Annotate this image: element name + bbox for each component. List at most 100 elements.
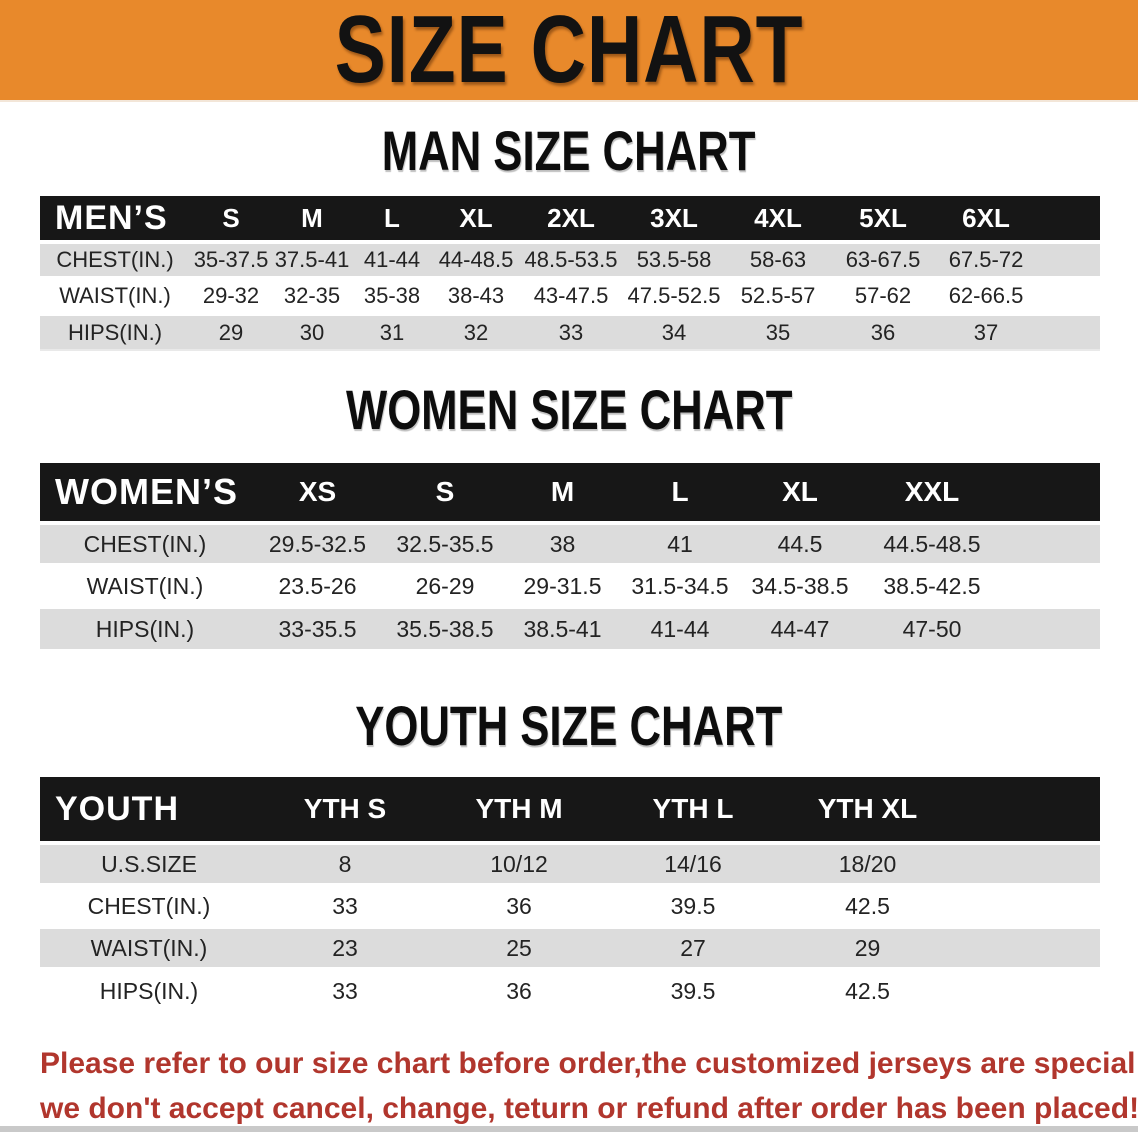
table-cell: 57-62 — [830, 276, 936, 314]
table-cell — [955, 841, 1100, 885]
women-group-label: WOMEN’S — [55, 471, 238, 512]
table-row: WAIST(IN.) 23.5-26 26-29 29-31.5 31.5-34… — [40, 563, 1100, 607]
table-cell: 38-43 — [432, 276, 520, 314]
table-cell: 43-47.5 — [520, 276, 622, 314]
men-header-row: MEN’S S M L XL 2XL 3XL 4XL 5XL 6XL — [40, 196, 1100, 242]
table-cell — [1004, 605, 1100, 649]
column-header: S — [435, 476, 455, 507]
header-filler — [955, 777, 1100, 843]
table-cell: 58-63 — [726, 240, 830, 278]
disclaimer-line-2: we don't accept cancel, change, teturn o… — [40, 1092, 1138, 1125]
banner-title: SIZE CHART — [334, 0, 804, 103]
women-size-table: WOMEN’S XS S M L XL XXL CHEST(IN.) 29.5-… — [40, 463, 1100, 649]
youth-group-label: YOUTH — [55, 789, 179, 828]
table-cell: 44-48.5 — [432, 240, 520, 278]
table-cell: 32 — [432, 312, 520, 351]
table-cell: 38.5-41 — [505, 605, 620, 649]
row-label: WAIST(IN.) — [40, 563, 250, 607]
table-cell — [1036, 276, 1100, 314]
table-row: CHEST(IN.) 35-37.5 37.5-41 41-44 44-48.5… — [40, 240, 1100, 278]
table-row: HIPS(IN.) 33 36 39.5 42.5 — [40, 967, 1100, 1011]
table-cell: 8 — [258, 841, 432, 885]
bottom-edge-strip — [0, 1126, 1138, 1132]
men-group-label: MEN’S — [55, 198, 168, 237]
column-header: YTH S — [303, 793, 387, 824]
column-header: XL — [459, 202, 493, 233]
table-cell — [1036, 240, 1100, 278]
table-cell: 33 — [258, 967, 432, 1011]
table-cell: 14/16 — [606, 841, 780, 885]
table-cell: 33 — [520, 312, 622, 351]
column-header: YTH L — [652, 793, 734, 824]
disclaimer-note: Please refer to our size chart before or… — [40, 1041, 1138, 1131]
table-cell: 41-44 — [352, 240, 432, 278]
table-cell: 27 — [606, 925, 780, 969]
table-cell — [955, 883, 1100, 927]
table-cell: 67.5-72 — [936, 240, 1036, 278]
table-cell: 35-37.5 — [190, 240, 272, 278]
table-cell: 10/12 — [432, 841, 606, 885]
table-cell: 52.5-57 — [726, 276, 830, 314]
table-cell: 62-66.5 — [936, 276, 1036, 314]
table-cell: 53.5-58 — [622, 240, 726, 278]
table-cell: 47-50 — [860, 605, 1004, 649]
table-cell: 47.5-52.5 — [622, 276, 726, 314]
table-cell: 63-67.5 — [830, 240, 936, 278]
column-header: S — [222, 202, 240, 233]
row-label: CHEST(IN.) — [40, 240, 190, 278]
table-cell: 41-44 — [620, 605, 740, 649]
table-cell: 37 — [936, 312, 1036, 351]
column-header: YTH XL — [817, 793, 918, 824]
column-header: M — [301, 202, 323, 233]
table-cell: 34 — [622, 312, 726, 351]
table-cell: 35 — [726, 312, 830, 351]
women-header-row: WOMEN’S XS S M L XL XXL — [40, 463, 1100, 523]
table-cell: 30 — [272, 312, 352, 351]
table-cell: 36 — [830, 312, 936, 351]
column-header: L — [671, 476, 689, 507]
row-label: HIPS(IN.) — [40, 312, 190, 351]
header-filler — [1004, 463, 1100, 523]
row-label: HIPS(IN.) — [40, 605, 250, 649]
table-cell: 23 — [258, 925, 432, 969]
table-cell: 29-31.5 — [505, 563, 620, 607]
table-cell: 31.5-34.5 — [620, 563, 740, 607]
table-cell — [1004, 563, 1100, 607]
table-cell: 44.5 — [740, 521, 860, 565]
men-section-heading-text: MAN SIZE CHART — [382, 119, 756, 182]
youth-section-heading-text: YOUTH SIZE CHART — [355, 694, 783, 757]
women-section-heading: WOMEN SIZE CHART — [0, 382, 1138, 438]
column-header: 4XL — [754, 202, 802, 233]
table-cell: 44.5-48.5 — [860, 521, 1004, 565]
disclaimer-line-1: Please refer to our size chart before or… — [40, 1047, 1138, 1080]
column-header: 3XL — [650, 202, 698, 233]
table-row: HIPS(IN.) 29 30 31 32 33 34 35 36 37 — [40, 312, 1100, 351]
column-header: M — [550, 476, 575, 507]
youth-size-table: YOUTH YTH S YTH M YTH L YTH XL U.S.SIZE … — [40, 777, 1100, 1011]
column-header: XS — [298, 476, 337, 507]
column-header: 5XL — [859, 202, 907, 233]
table-cell: 41 — [620, 521, 740, 565]
table-cell: 38.5-42.5 — [860, 563, 1004, 607]
table-cell: 42.5 — [780, 883, 955, 927]
row-label: U.S.SIZE — [40, 841, 258, 885]
table-row: HIPS(IN.) 33-35.5 35.5-38.5 38.5-41 41-4… — [40, 605, 1100, 649]
column-header: 6XL — [962, 202, 1010, 233]
column-header: 2XL — [547, 202, 595, 233]
table-cell: 38 — [505, 521, 620, 565]
table-cell: 36 — [432, 967, 606, 1011]
table-row: WAIST(IN.) 29-32 32-35 35-38 38-43 43-47… — [40, 276, 1100, 314]
table-cell: 39.5 — [606, 967, 780, 1011]
table-row: CHEST(IN.) 29.5-32.5 32.5-35.5 38 41 44.… — [40, 521, 1100, 565]
table-cell: 48.5-53.5 — [520, 240, 622, 278]
row-label: WAIST(IN.) — [40, 276, 190, 314]
table-cell: 29 — [190, 312, 272, 351]
table-cell: 35.5-38.5 — [385, 605, 505, 649]
row-label: CHEST(IN.) — [40, 883, 258, 927]
table-cell: 31 — [352, 312, 432, 351]
table-cell: 18/20 — [780, 841, 955, 885]
men-size-table: MEN’S S M L XL 2XL 3XL 4XL 5XL 6XL CHEST… — [40, 196, 1100, 351]
table-cell: 29 — [780, 925, 955, 969]
table-row: CHEST(IN.) 33 36 39.5 42.5 — [40, 883, 1100, 927]
table-cell: 29-32 — [190, 276, 272, 314]
